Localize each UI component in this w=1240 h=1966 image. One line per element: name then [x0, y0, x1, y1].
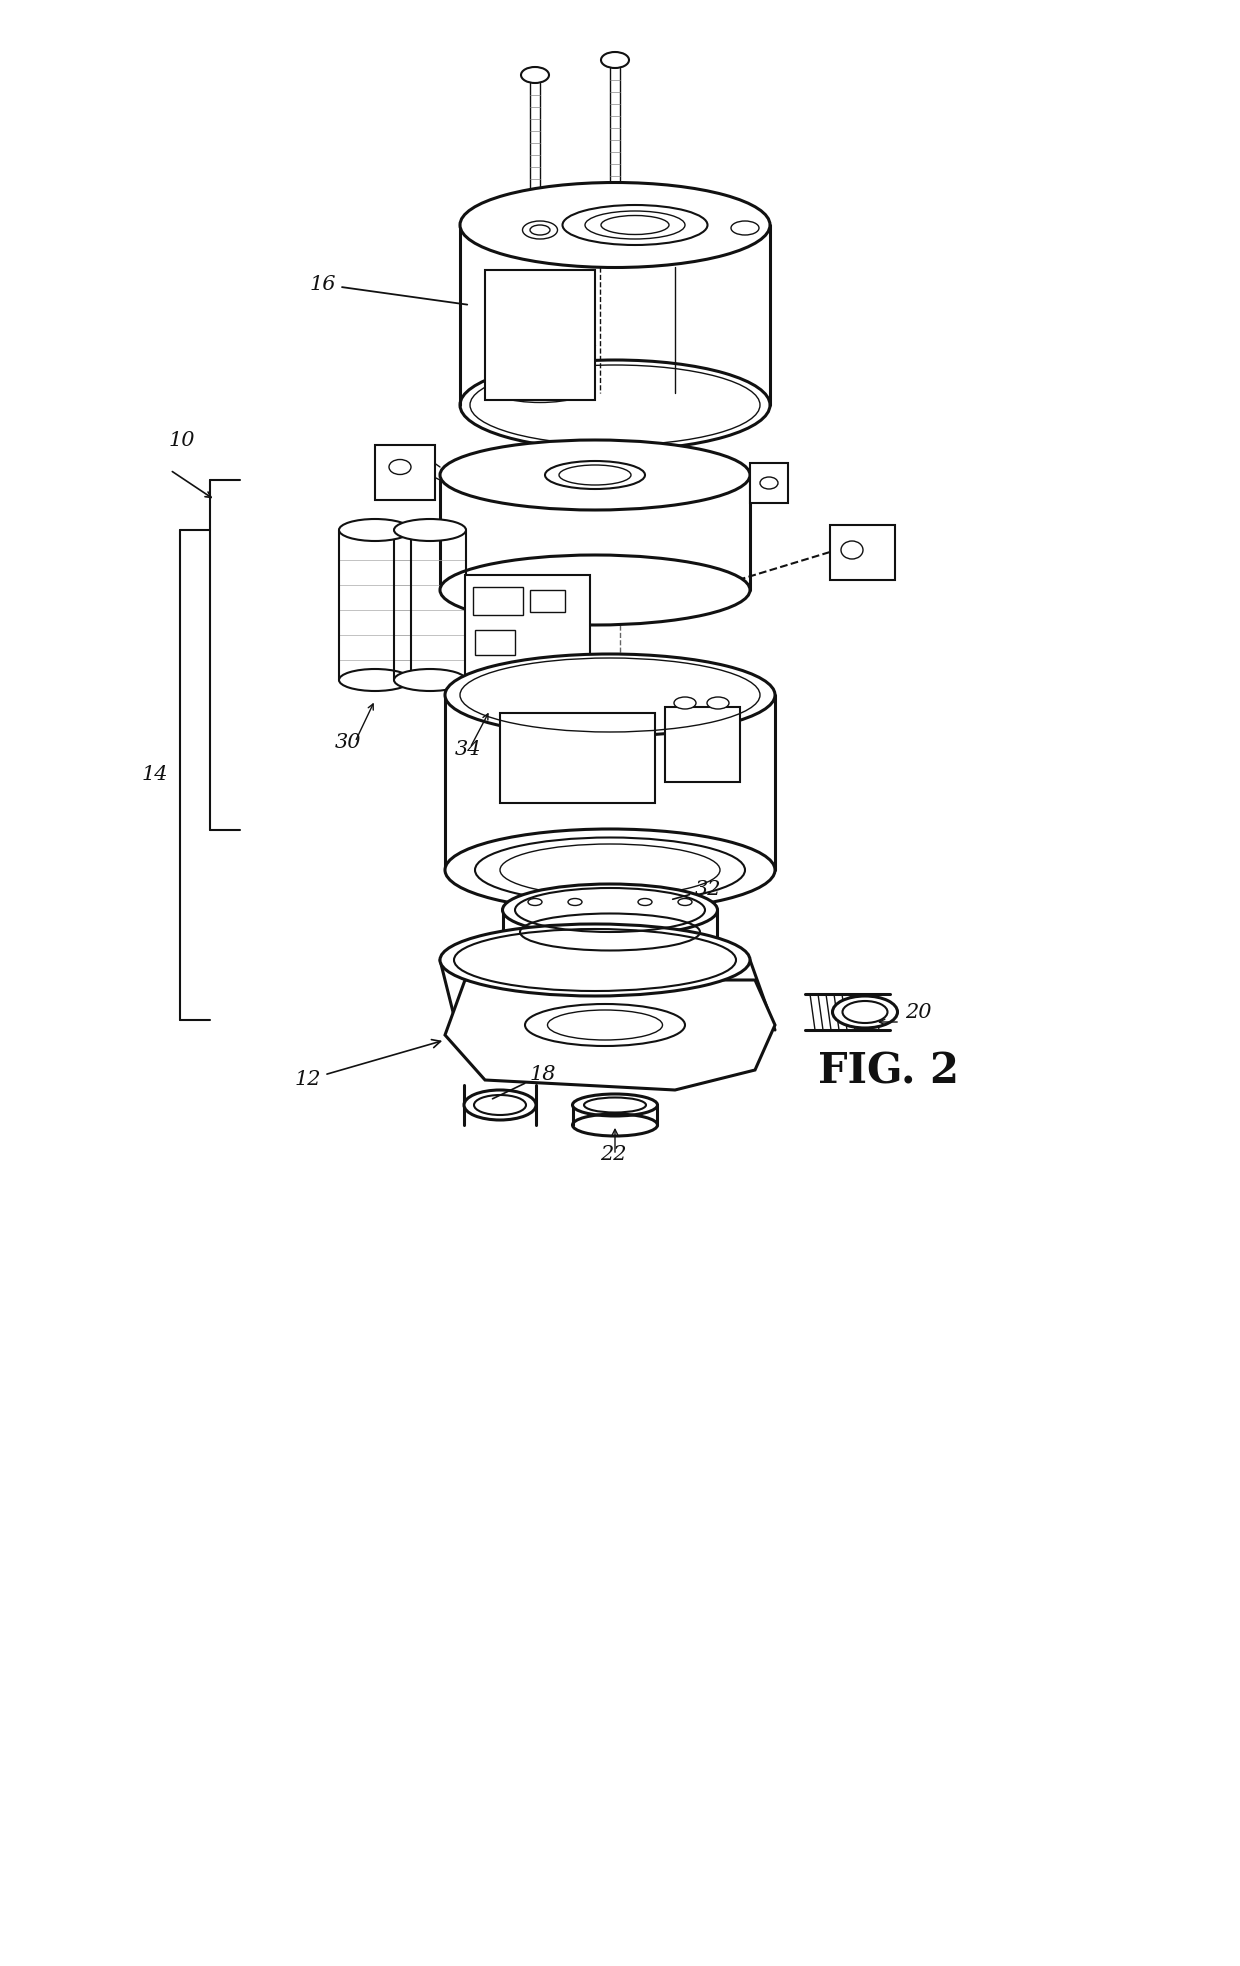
- Ellipse shape: [525, 1005, 684, 1046]
- Polygon shape: [445, 979, 775, 1089]
- Ellipse shape: [339, 519, 410, 541]
- Text: 16: 16: [310, 275, 467, 305]
- Text: 34: 34: [455, 739, 481, 759]
- Ellipse shape: [639, 898, 652, 906]
- FancyBboxPatch shape: [529, 590, 565, 611]
- Ellipse shape: [440, 440, 750, 509]
- Ellipse shape: [521, 67, 549, 83]
- Ellipse shape: [568, 898, 582, 906]
- Ellipse shape: [528, 898, 542, 906]
- FancyBboxPatch shape: [830, 525, 895, 580]
- Text: 20: 20: [905, 1003, 931, 1022]
- Ellipse shape: [601, 51, 629, 69]
- Text: 12: 12: [295, 1040, 440, 1089]
- FancyBboxPatch shape: [465, 574, 590, 674]
- FancyBboxPatch shape: [500, 714, 655, 802]
- Ellipse shape: [563, 204, 708, 246]
- Ellipse shape: [678, 898, 692, 906]
- Ellipse shape: [445, 655, 775, 735]
- Text: 14: 14: [141, 765, 167, 784]
- Polygon shape: [460, 224, 770, 405]
- Ellipse shape: [460, 183, 770, 267]
- Ellipse shape: [460, 360, 770, 450]
- Ellipse shape: [464, 1089, 536, 1121]
- Ellipse shape: [573, 1093, 657, 1117]
- Ellipse shape: [440, 924, 750, 997]
- Ellipse shape: [502, 885, 718, 936]
- Text: FIG. 2: FIG. 2: [818, 1050, 960, 1093]
- Polygon shape: [750, 464, 787, 503]
- Ellipse shape: [732, 220, 759, 236]
- Text: 30: 30: [335, 733, 362, 753]
- Ellipse shape: [339, 668, 410, 690]
- Ellipse shape: [707, 698, 729, 710]
- Text: 32: 32: [672, 881, 722, 898]
- FancyBboxPatch shape: [472, 588, 523, 615]
- Text: 18: 18: [492, 1066, 557, 1099]
- Ellipse shape: [394, 519, 466, 541]
- Ellipse shape: [394, 668, 466, 690]
- Ellipse shape: [832, 997, 898, 1028]
- Text: 10: 10: [169, 431, 195, 450]
- FancyBboxPatch shape: [665, 708, 740, 782]
- Text: 22: 22: [600, 1144, 626, 1164]
- Ellipse shape: [675, 698, 696, 710]
- FancyBboxPatch shape: [475, 629, 515, 655]
- Ellipse shape: [445, 830, 775, 910]
- Ellipse shape: [440, 554, 750, 625]
- Polygon shape: [374, 444, 435, 499]
- FancyBboxPatch shape: [485, 269, 595, 399]
- Ellipse shape: [522, 220, 558, 240]
